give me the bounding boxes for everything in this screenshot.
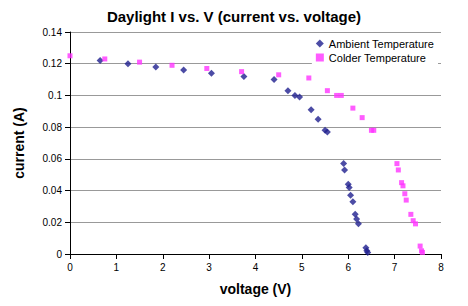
svg-text:Daylight I vs. V (current vs.: Daylight I vs. V (current vs. voltage)	[107, 8, 361, 25]
svg-text:6: 6	[345, 262, 351, 273]
svg-text:3: 3	[206, 262, 212, 273]
svg-text:Colder Temperature: Colder Temperature	[329, 52, 426, 64]
svg-text:7: 7	[392, 262, 398, 273]
svg-text:0: 0	[56, 249, 62, 260]
svg-text:4: 4	[253, 262, 259, 273]
svg-text:0.14: 0.14	[43, 27, 63, 38]
svg-text:current (A): current (A)	[11, 107, 27, 179]
svg-text:0.12: 0.12	[43, 58, 63, 69]
svg-text:0.08: 0.08	[43, 122, 63, 133]
svg-text:0.02: 0.02	[43, 217, 63, 228]
svg-text:8: 8	[438, 262, 444, 273]
svg-text:0.06: 0.06	[43, 153, 63, 164]
svg-text:0.04: 0.04	[43, 185, 63, 196]
svg-text:5: 5	[299, 262, 305, 273]
svg-text:0: 0	[67, 262, 73, 273]
svg-text:0.1: 0.1	[48, 90, 62, 101]
svg-text:Ambient Temperature: Ambient Temperature	[329, 38, 434, 50]
svg-text:voltage (V): voltage (V)	[220, 281, 292, 297]
svg-text:1: 1	[114, 262, 120, 273]
svg-text:2: 2	[160, 262, 166, 273]
